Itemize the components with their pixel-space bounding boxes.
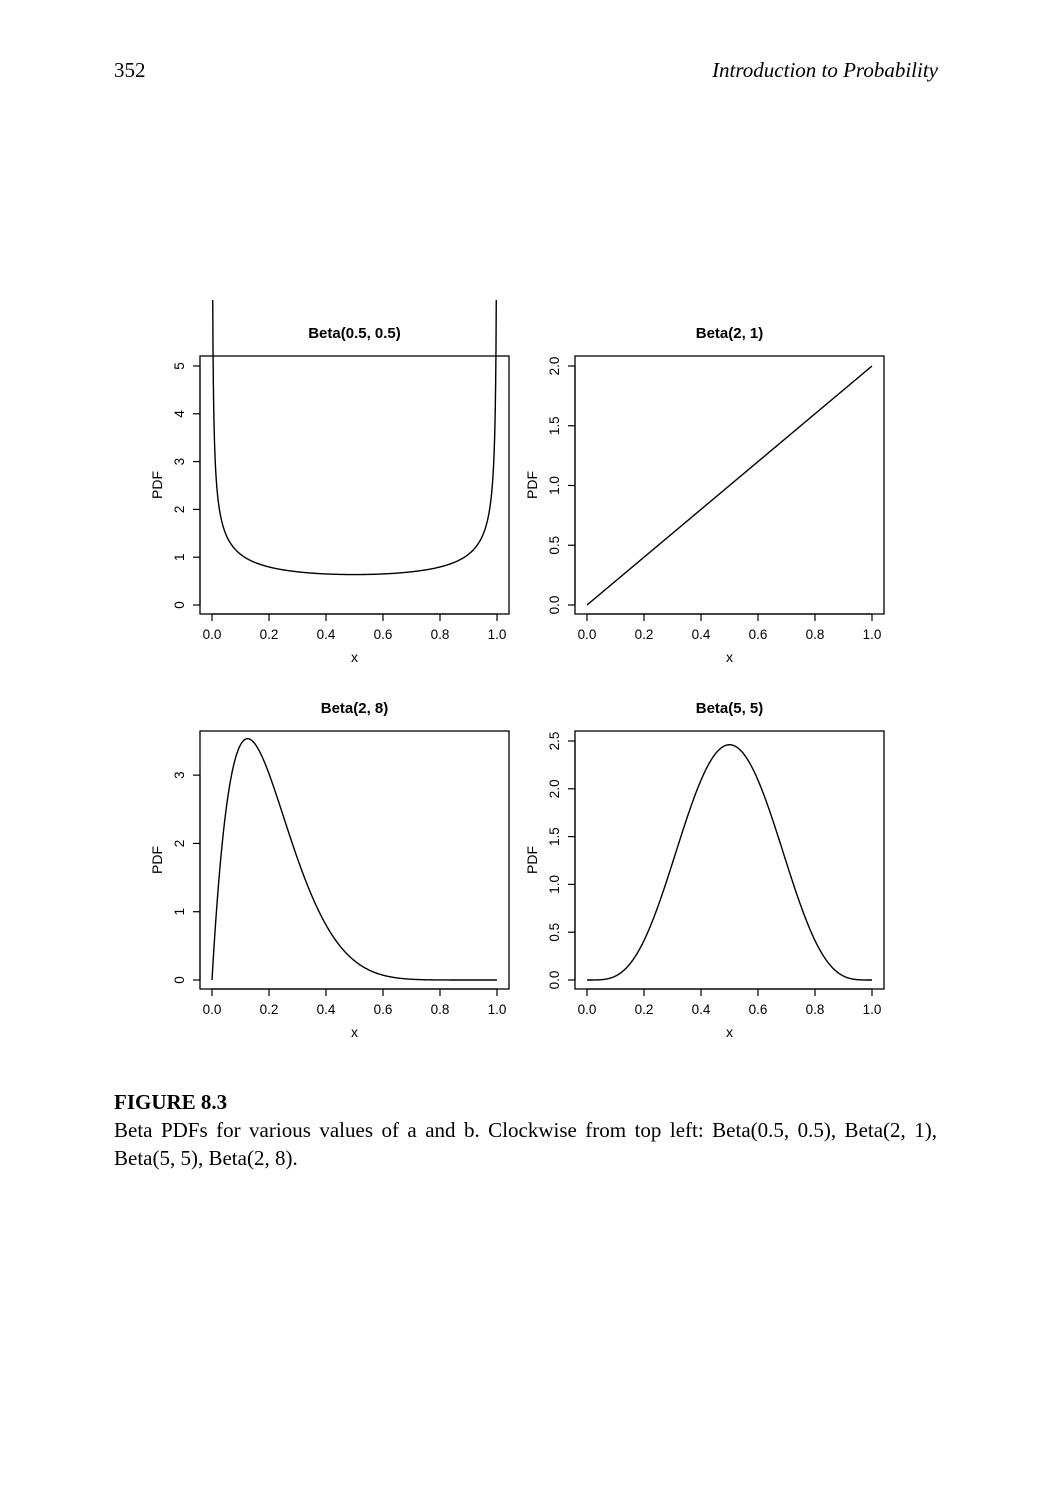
beta-pdf-panels: Beta(0.5, 0.5) 0.0 0.2 0.4 0.6 0.8 1.0 x 0 1 2 3 4 5 P…	[149, 300, 885, 1040]
x-tick-label: 0.4	[692, 627, 711, 642]
y-tick-label: 0.0	[547, 596, 562, 615]
chart-panel-3: Beta(2, 8) 0.0 0.2 0.4 0.6 0.8 1.0 x 0 1 2 3 PDF	[149, 700, 510, 1040]
y-tick-label: 0	[172, 976, 187, 984]
page-number: 352	[114, 58, 146, 82]
x-tick-label: 1.0	[488, 627, 507, 642]
x-tick-label: 0.2	[260, 627, 279, 642]
y-tick-label: 5	[172, 362, 187, 370]
y-tick-label: 1	[172, 908, 187, 916]
y-axis-label: PDF	[149, 471, 165, 499]
x-tick-label: 0.6	[749, 627, 768, 642]
chart-title: Beta(2, 8)	[321, 700, 389, 717]
y-tick-label: 0	[172, 601, 187, 609]
x-axis-label: x	[726, 649, 733, 665]
y-tick-label: 2	[172, 840, 187, 848]
figure-8-3: Beta(0.5, 0.5) 0.0 0.2 0.4 0.6 0.8 1.0 x 0 1 2 3 4 5 P…	[0, 300, 1051, 1060]
x-tick-label: 0.8	[806, 1002, 825, 1017]
x-tick-label: 0.0	[203, 627, 222, 642]
y-tick-label: 1.0	[547, 875, 562, 894]
x-tick-label: 0.2	[260, 1002, 279, 1017]
x-tick-label: 0.0	[578, 1002, 597, 1017]
y-tick-label: 4	[172, 410, 187, 418]
x-tick-label: 0.6	[374, 1002, 393, 1017]
pdf-curve	[212, 300, 497, 576]
chart-title: Beta(0.5, 0.5)	[308, 325, 401, 342]
x-axis-label: x	[351, 1024, 358, 1040]
y-tick-label: 2.0	[547, 357, 562, 376]
caption-text: Beta PDFs for various values of a and b.…	[114, 1118, 937, 1170]
y-tick-label: 0.5	[547, 923, 562, 942]
x-tick-label: 0.4	[692, 1002, 711, 1017]
x-axis-label: x	[351, 649, 358, 665]
x-tick-label: 0.0	[203, 1002, 222, 1017]
x-tick-label: 0.4	[317, 1002, 336, 1017]
y-tick-label: 0.0	[547, 971, 562, 990]
x-tick-label: 0.0	[578, 627, 597, 642]
pdf-curve	[587, 744, 872, 981]
x-tick-label: 0.6	[374, 627, 393, 642]
y-axis-label: PDF	[149, 846, 165, 874]
plot-frame	[199, 355, 510, 615]
y-tick-label: 0.5	[547, 536, 562, 555]
x-tick-label: 0.2	[635, 1002, 654, 1017]
plot-frame	[199, 730, 510, 990]
figure-caption: FIGURE 8.3 Beta PDFs for various values …	[114, 1088, 937, 1172]
caption-label: FIGURE 8.3	[114, 1090, 228, 1114]
x-tick-label: 0.2	[635, 627, 654, 642]
x-tick-label: 0.8	[431, 1002, 450, 1017]
x-axis-label: x	[726, 1024, 733, 1040]
pdf-curve	[211, 737, 497, 981]
x-tick-label: 1.0	[863, 1002, 882, 1017]
y-tick-label: 1.5	[547, 827, 562, 846]
x-tick-label: 0.6	[749, 1002, 768, 1017]
x-tick-label: 0.4	[317, 627, 336, 642]
y-tick-label: 1.5	[547, 416, 562, 435]
y-tick-label: 3	[172, 771, 187, 779]
x-tick-label: 0.8	[431, 627, 450, 642]
chart-panel-2: Beta(2, 1) 0.0 0.2 0.4 0.6 0.8 1.0 x 0.0 0.5 1.0 1.…	[524, 325, 885, 665]
chart-title: Beta(2, 1)	[696, 325, 764, 342]
x-tick-label: 1.0	[863, 627, 882, 642]
x-tick-label: 0.8	[806, 627, 825, 642]
y-tick-label: 2.5	[547, 732, 562, 751]
y-tick-label: 1	[172, 553, 187, 561]
pdf-curve	[586, 365, 873, 606]
y-tick-label: 3	[172, 458, 187, 466]
y-tick-label: 2.0	[547, 779, 562, 798]
y-axis-label: PDF	[524, 846, 540, 874]
y-axis-label: PDF	[524, 471, 540, 499]
chart-panel-4: Beta(5, 5) 0.0 0.2 0.4 0.6 0.8 1.0 x 0.0 0.5 1.0 1.…	[524, 700, 885, 1040]
plot-frame	[574, 730, 885, 990]
running-title: Introduction to Probability	[712, 58, 938, 82]
x-tick-label: 1.0	[488, 1002, 507, 1017]
y-tick-label: 1.0	[547, 476, 562, 495]
y-tick-label: 2	[172, 506, 187, 514]
chart-panel-1: Beta(0.5, 0.5) 0.0 0.2 0.4 0.6 0.8 1.0 x 0 1 2 3 4 5 P…	[149, 300, 510, 665]
chart-title: Beta(5, 5)	[696, 700, 764, 717]
